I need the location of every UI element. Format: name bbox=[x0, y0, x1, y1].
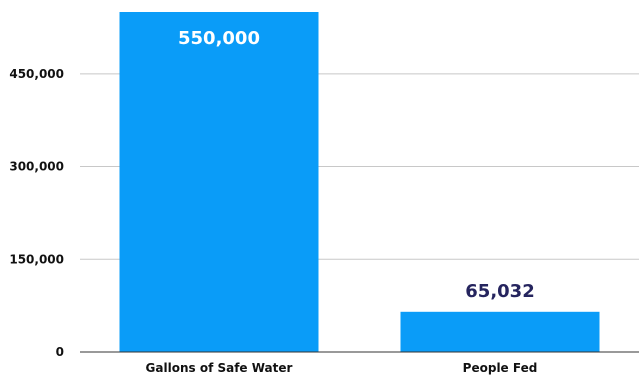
bar bbox=[119, 12, 319, 352]
bar bbox=[400, 311, 600, 352]
data-labels: 550,000 65,032 bbox=[178, 28, 535, 302]
x-category-label: Gallons of Safe Water bbox=[146, 361, 293, 375]
x-axis-categories: Gallons of Safe Water People Fed bbox=[146, 361, 538, 375]
y-axis-ticks: 0 150,000 300,000 450,000 bbox=[9, 67, 64, 359]
bars bbox=[119, 12, 600, 352]
y-tick-label: 0 bbox=[56, 345, 64, 359]
x-category-label: People Fed bbox=[463, 361, 538, 375]
y-tick-label: 450,000 bbox=[9, 67, 64, 81]
y-tick-label: 300,000 bbox=[9, 160, 64, 174]
y-tick-label: 150,000 bbox=[9, 252, 64, 266]
data-label: 65,032 bbox=[465, 281, 534, 302]
data-label: 550,000 bbox=[178, 28, 260, 49]
